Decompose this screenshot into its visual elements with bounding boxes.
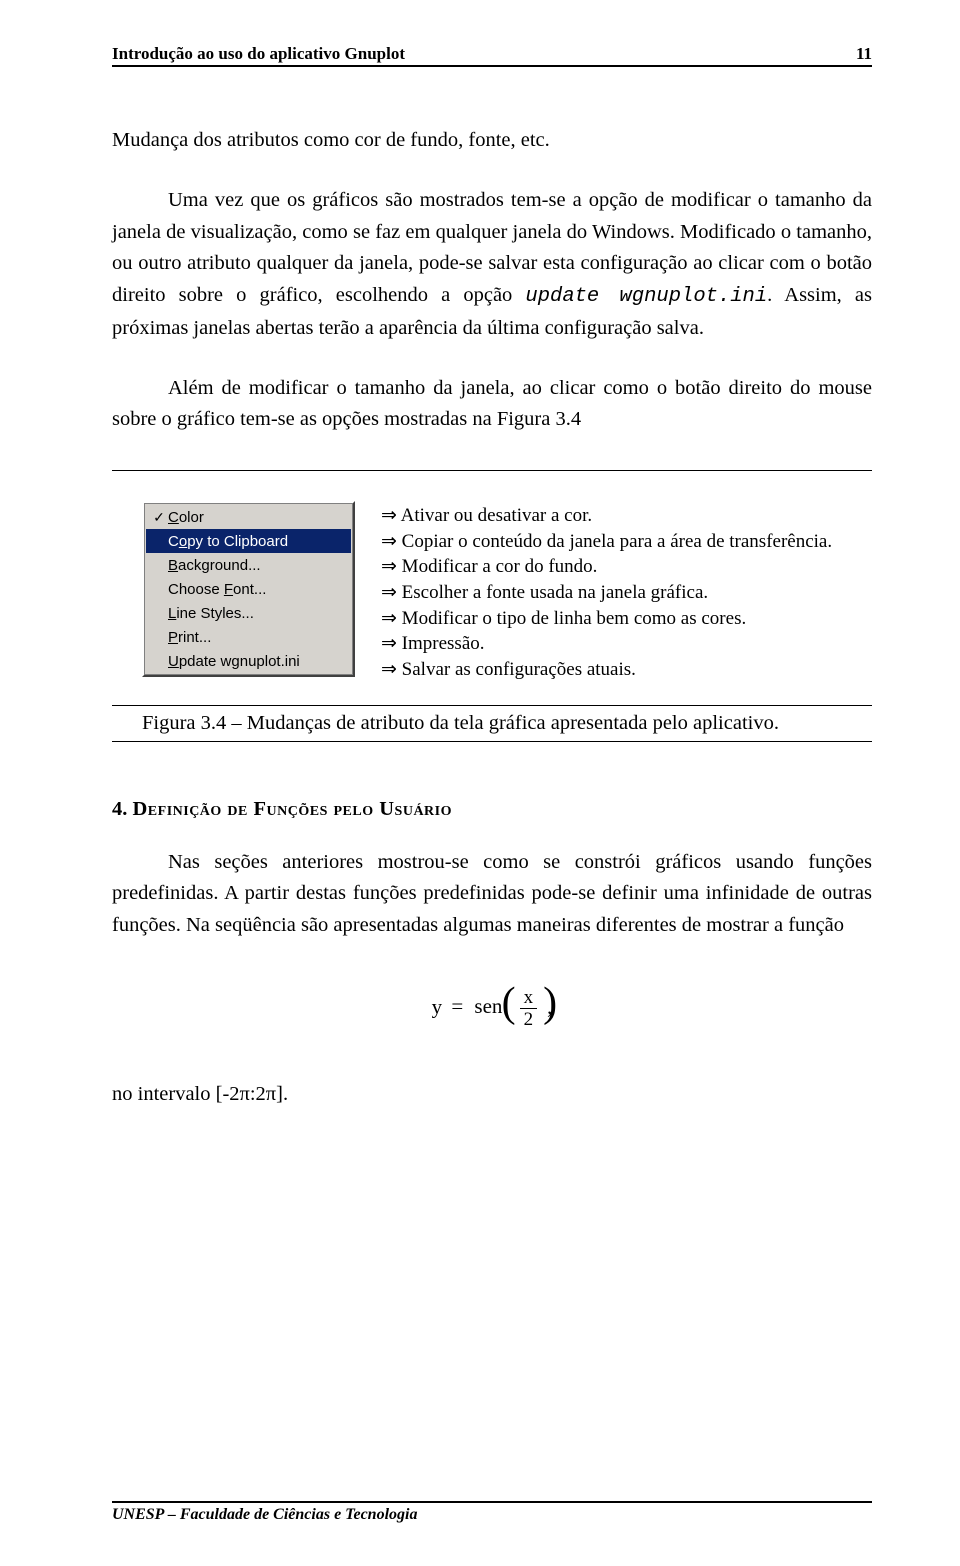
section-4-heading: 4. Definição de Funções pelo Usuário <box>112 798 872 821</box>
menu-item-print[interactable]: Print... <box>146 625 351 649</box>
running-header: Introdução ao uso do aplicativo Gnuplot … <box>112 44 872 64</box>
menu-item-update-ini[interactable]: Update wgnuplot.ini <box>146 649 351 673</box>
figure-bottom-rule <box>112 741 872 742</box>
menu-item-color[interactable]: ✓ Color <box>146 505 351 529</box>
p2-code: update wgnuplot.ini <box>525 285 767 308</box>
header-title: Introdução ao uso do aplicativo Gnuplot <box>112 44 405 64</box>
figure-caption: Figura 3.4 – Mudanças de atributo da tel… <box>142 712 872 735</box>
eq-denominator: 2 <box>520 1009 538 1029</box>
eq-lhs: y <box>432 994 443 1018</box>
menu-label: Color <box>168 509 204 526</box>
menu-item-line-styles[interactable]: Line Styles... <box>146 601 351 625</box>
annotation-line: ⇒ Modificar o tipo de linha bem como as … <box>381 606 832 632</box>
eq-fn: sen <box>474 994 502 1018</box>
interval-text: no intervalo [-2π:2π]. <box>112 1083 872 1106</box>
annotation-line: ⇒ Modificar a cor do fundo. <box>381 554 832 580</box>
menu-label: Update wgnuplot.ini <box>168 653 300 670</box>
annotation-line: ⇒ Copiar o conteúdo da janela para a áre… <box>381 529 832 555</box>
menu-item-copy-clipboard[interactable]: Copy to Clipboard <box>146 529 351 553</box>
eq-paren: x 2 <box>510 988 548 1029</box>
footer-text: UNESP – Faculdade de Ciências e Tecnolog… <box>112 1506 872 1524</box>
section-number: 4. <box>112 798 133 820</box>
menu-item-background[interactable]: Background... <box>146 553 351 577</box>
menu-label: Line Styles... <box>168 605 254 622</box>
eq-numerator: x <box>520 988 538 1009</box>
eq-fraction: x 2 <box>520 988 538 1029</box>
menu-label: Choose Font... <box>168 581 266 598</box>
figure-3-4: ✓ Color Copy to Clipboard Background... … <box>112 470 872 741</box>
annotation-line: ⇒ Ativar ou desativar a cor. <box>381 503 832 529</box>
menu-label: Print... <box>168 629 211 646</box>
header-rule <box>112 65 872 67</box>
page-footer: UNESP – Faculdade de Ciências e Tecnolog… <box>112 1501 872 1524</box>
check-icon: ✓ <box>150 509 168 526</box>
footer-rule <box>112 1501 872 1503</box>
figure-mid-rule <box>112 705 872 706</box>
paragraph-2: Uma vez que os gráficos são mostrados te… <box>112 185 872 345</box>
context-menu: ✓ Color Copy to Clipboard Background... … <box>142 501 355 677</box>
figure-row: ✓ Color Copy to Clipboard Background... … <box>112 471 872 704</box>
menu-label: Copy to Clipboard <box>168 533 288 550</box>
annotation-line: ⇒ Impressão. <box>381 631 832 657</box>
menu-label: Background... <box>168 557 261 574</box>
paragraph-intro: Mudança dos atributos como cor de fundo,… <box>112 125 872 157</box>
section-title: Definição de Funções pelo Usuário <box>133 798 453 820</box>
header-page-number: 11 <box>856 44 872 64</box>
paragraph-3: Além de modificar o tamanho da janela, a… <box>112 373 872 437</box>
section-4-paragraph: Nas seções anteriores mostrou-se como se… <box>112 847 872 942</box>
menu-item-choose-font[interactable]: Choose Font... <box>146 577 351 601</box>
annotation-line: ⇒ Salvar as configurações atuais. <box>381 657 832 683</box>
annotation-line: ⇒ Escolher a fonte usada na janela gráfi… <box>381 580 832 606</box>
equation: y = sen x 2 , <box>112 988 872 1029</box>
figure-annotations: ⇒ Ativar ou desativar a cor. ⇒ Copiar o … <box>381 501 832 682</box>
eq-equals: = <box>451 994 463 1018</box>
